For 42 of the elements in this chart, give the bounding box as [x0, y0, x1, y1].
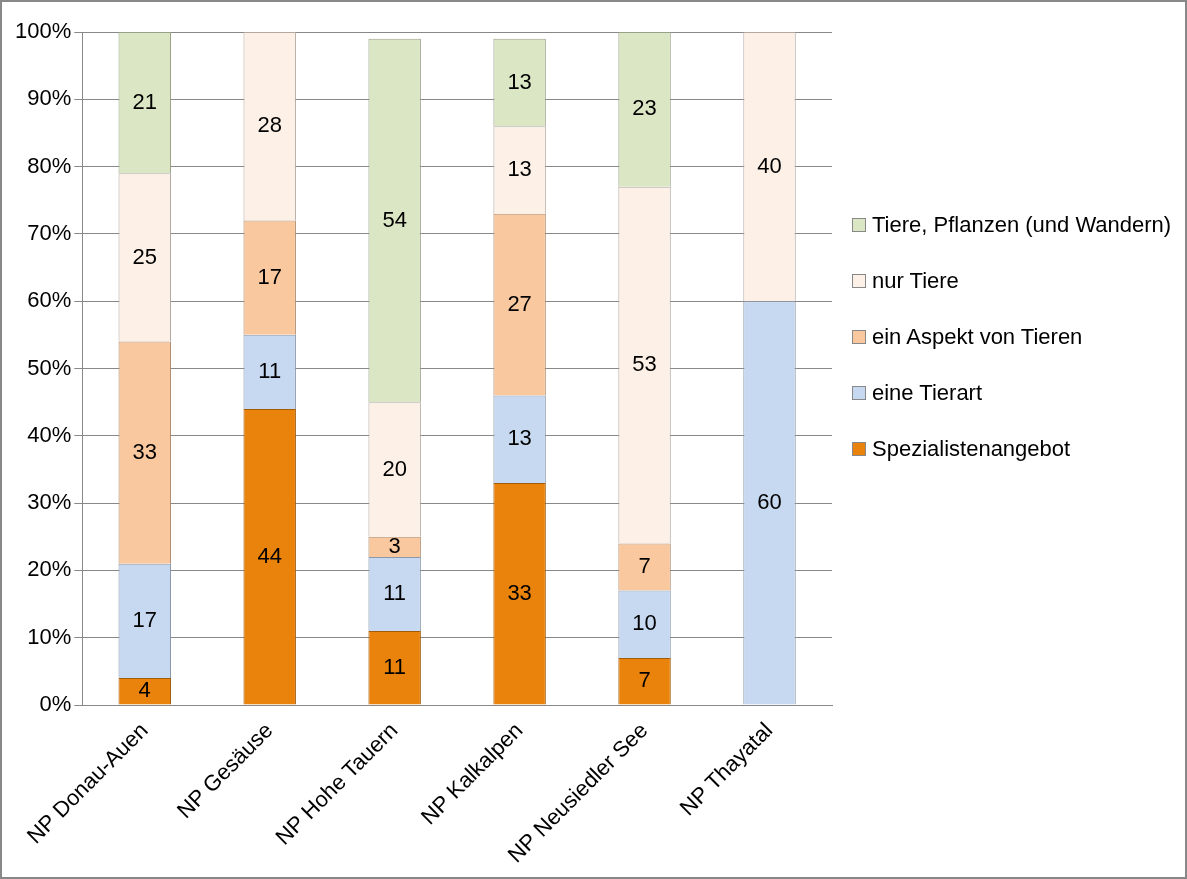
data-label: 53	[632, 351, 657, 377]
y-tick-label: 100%	[14, 18, 72, 44]
data-label: 13	[507, 156, 532, 182]
y-tick-label: 80%	[27, 152, 72, 178]
data-label: 11	[383, 580, 407, 606]
y-tick-label: 50%	[27, 354, 72, 380]
data-label: 17	[132, 606, 157, 632]
data-label: 28	[257, 112, 282, 138]
data-label: 44	[257, 542, 282, 568]
data-label: 40	[757, 152, 782, 178]
data-label: 21	[132, 88, 157, 114]
data-label: 4	[138, 677, 151, 703]
data-label: 23	[632, 95, 657, 121]
y-tick-label: 40%	[27, 421, 72, 447]
legend-label: eine Tierart	[872, 380, 983, 406]
data-label: 11	[258, 357, 282, 383]
data-label: 17	[257, 263, 282, 289]
y-tick-label: 20%	[27, 556, 72, 582]
y-tick-label: 0%	[39, 691, 72, 717]
data-label: 25	[132, 243, 157, 269]
legend-label: nur Tiere	[872, 268, 959, 294]
data-label: 10	[632, 610, 657, 636]
legend-label: Spezialistenangebot	[872, 436, 1071, 462]
data-label: 13	[507, 425, 532, 451]
data-label: 20	[382, 455, 407, 481]
y-tick-label: 60%	[27, 287, 72, 313]
data-label: 7	[638, 667, 651, 693]
data-label: 3	[388, 532, 401, 558]
data-label: 11	[383, 653, 407, 679]
data-label: 33	[507, 579, 532, 605]
data-label: 60	[757, 488, 782, 514]
y-tick-label: 90%	[27, 85, 72, 111]
y-tick-label: 10%	[27, 623, 72, 649]
legend-label: ein Aspekt von Tieren	[872, 324, 1083, 350]
y-tick-label: 70%	[27, 219, 72, 245]
data-label: 33	[132, 438, 157, 464]
data-label: 54	[382, 206, 407, 232]
data-label: 27	[507, 290, 532, 316]
data-label: 13	[507, 68, 532, 94]
data-label: 7	[638, 553, 651, 579]
legend-label: Tiere, Pflanzen (und Wandern)	[872, 212, 1172, 238]
y-tick-label: 30%	[27, 489, 72, 515]
